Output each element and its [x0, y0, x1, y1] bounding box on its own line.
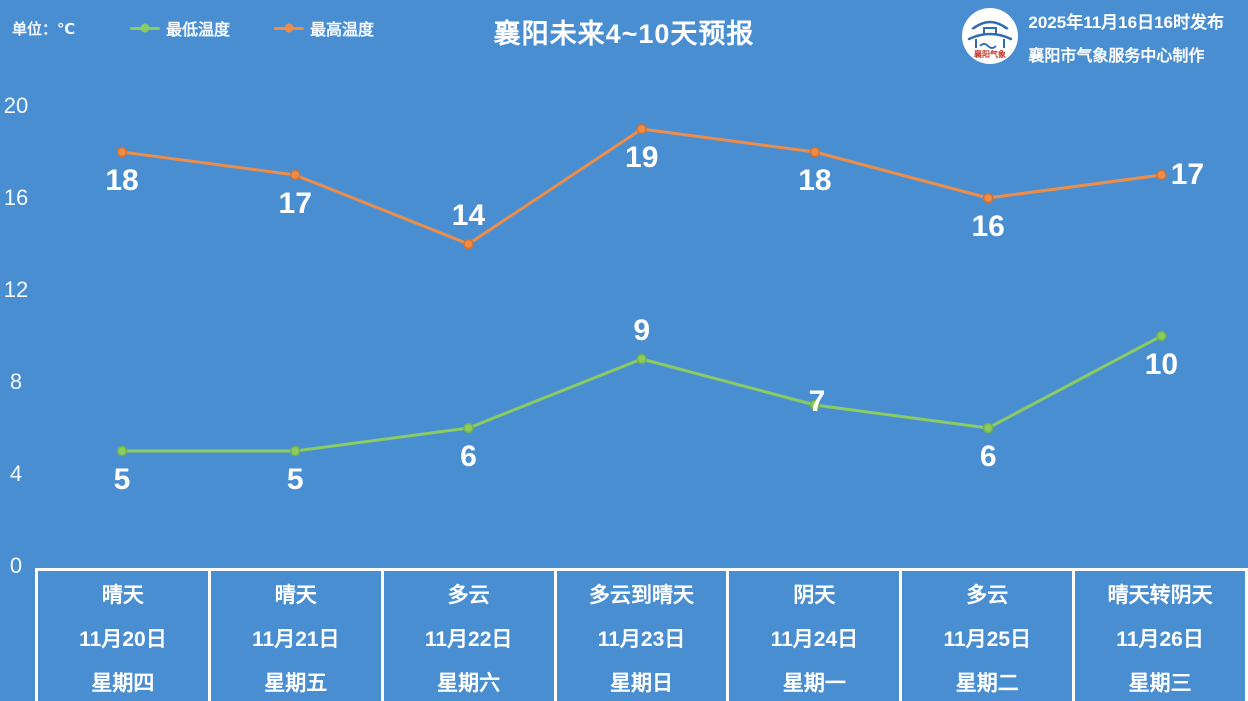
- 最低温度-data-point: [1156, 330, 1167, 342]
- forecast-cell[interactable]: 多云 11月22日 星期六: [384, 571, 557, 701]
- forecast-cell[interactable]: 晴天转阴天 11月26日 星期三: [1075, 571, 1248, 701]
- y-axis-tick-label: 0: [9, 553, 23, 578]
- svg-text:襄阳气象: 襄阳气象: [973, 49, 1006, 59]
- weather-text: 多云: [447, 584, 490, 607]
- date-text: 11月26日: [1116, 628, 1204, 651]
- 最低温度-data-point: [116, 445, 128, 457]
- 最低温度-value-label: 7: [808, 385, 826, 418]
- weather-bureau-logo-icon: 襄阳气象: [962, 8, 1019, 64]
- weather-text: 晴天: [101, 584, 144, 607]
- date-text: 11月22日: [424, 628, 513, 651]
- date-text: 11月21日: [252, 628, 340, 651]
- forecast-cell[interactable]: 晴天 11月20日 星期四: [35, 571, 211, 701]
- weekday-text: 星期日: [610, 672, 673, 695]
- 最低温度-value-label: 9: [633, 314, 651, 347]
- low-temp-line-icon: [130, 23, 160, 33]
- y-axis-tick-label: 4: [9, 461, 23, 486]
- forecast-cell[interactable]: 多云 11月25日 星期二: [902, 571, 1076, 701]
- 最高温度-value-label: 19: [625, 141, 659, 174]
- weather-text: 多云: [966, 584, 1009, 607]
- brand-block: 襄阳气象 2025年11月16日16时发布 襄阳市气象服务中心制作: [960, 6, 1224, 70]
- 最高温度-value-label: 18: [798, 164, 832, 197]
- legend-label-high: 最高温度: [310, 22, 375, 39]
- unit-label: 单位：℃: [12, 21, 76, 38]
- y-axis-tick-label: 16: [3, 185, 29, 210]
- 最高温度-data-point: [116, 146, 128, 158]
- 最低温度-value-label: 6: [979, 440, 997, 473]
- date-text: 11月25日: [943, 628, 1031, 651]
- 最低温度-value-label: 6: [460, 440, 477, 473]
- date-text: 11月24日: [770, 628, 859, 651]
- legend-item-high-temp[interactable]: 最高温度: [274, 16, 374, 40]
- 最高温度-data-point: [982, 192, 994, 204]
- 最高温度-value-label: 17: [1170, 158, 1205, 191]
- legend-item-low-temp[interactable]: 最低温度: [130, 16, 230, 40]
- y-axis-tick-label: 12: [3, 277, 29, 302]
- 最高温度-data-point: [1156, 169, 1167, 181]
- 最高温度-data-point: [463, 238, 474, 250]
- 最高温度-data-point: [636, 123, 647, 135]
- 最低温度-value-label: 10: [1144, 348, 1179, 381]
- high-temp-line-icon: [274, 23, 305, 33]
- 最低温度-line: [122, 334, 1163, 453]
- 最高温度-value-label: 18: [105, 164, 139, 197]
- weekday-text: 星期三: [1128, 672, 1192, 695]
- weather-text: 阴天: [793, 584, 836, 607]
- 最低温度-value-label: 5: [113, 463, 131, 496]
- date-text: 11月20日: [79, 628, 167, 651]
- 最低温度-data-point: [463, 422, 474, 434]
- weather-text: 晴天转阴天: [1107, 584, 1213, 607]
- chart-legend: 最低温度 最高温度: [130, 16, 374, 40]
- forecast-cell[interactable]: 晴天 11月21日 星期五: [211, 571, 384, 701]
- 最高温度-data-point: [809, 146, 821, 158]
- forecast-cell[interactable]: 多云到晴天 11月23日 星期日: [557, 571, 730, 701]
- weekday-text: 星期六: [437, 672, 501, 695]
- legend-label-low: 最低温度: [166, 22, 231, 39]
- weekday-text: 星期五: [264, 672, 328, 695]
- weekday-text: 星期二: [955, 672, 1019, 695]
- forecast-cell[interactable]: 阴天 11月24日 星期一: [729, 571, 903, 701]
- y-axis-tick-label: 8: [9, 369, 23, 394]
- weekday-text: 星期四: [91, 672, 155, 695]
- 最高温度-value-label: 17: [278, 187, 312, 220]
- 最低温度-data-point: [982, 422, 994, 434]
- weather-text: 晴天: [274, 584, 317, 607]
- 最高温度-data-point: [289, 169, 301, 181]
- producer-credit: 襄阳市气象服务中心制作: [1028, 48, 1205, 65]
- page-title: 襄阳未来4~10天预报: [493, 19, 755, 49]
- y-axis-tick-label: 20: [3, 93, 29, 118]
- 最低温度-data-point: [809, 399, 821, 411]
- weather-text: 多云到晴天: [589, 584, 694, 607]
- forecast-table: 晴天 11月20日 星期四 晴天 11月21日 星期五 多云 11月22日 星期…: [35, 568, 1248, 701]
- 最高温度-value-label: 16: [971, 210, 1005, 243]
- weekday-text: 星期一: [782, 672, 846, 695]
- 最高温度-value-label: 14: [451, 199, 486, 232]
- 最低温度-data-point: [636, 353, 647, 365]
- publish-time: 2025年11月16日16时发布: [1028, 13, 1224, 32]
- 最低温度-value-label: 5: [286, 463, 304, 496]
- 最低温度-data-point: [289, 445, 301, 457]
- date-text: 11月23日: [597, 628, 686, 651]
